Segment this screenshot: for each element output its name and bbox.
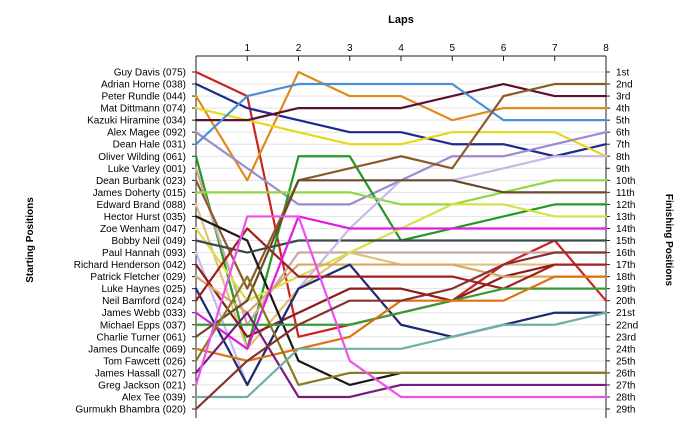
- driver-label: Peter Rundle (044): [102, 92, 187, 103]
- finish-position-label: 24th: [616, 344, 635, 355]
- finish-position-label: 7th: [616, 140, 630, 151]
- series-line: [194, 179, 608, 338]
- driver-label: Bobby Neil (049): [112, 236, 186, 247]
- series-line: [194, 179, 608, 206]
- series-line: [194, 107, 608, 158]
- series-line: [194, 287, 608, 326]
- series-line: [194, 82, 608, 146]
- driver-label: Dean Burbank (023): [96, 176, 186, 187]
- driver-label: Kazuki Hiramine (034): [87, 116, 186, 127]
- finish-position-label: 25th: [616, 356, 635, 367]
- chart-title: Laps: [388, 14, 414, 26]
- axes: [192, 55, 610, 418]
- x-tick-label: 5: [449, 43, 455, 54]
- series-line: [194, 82, 608, 290]
- driver-label: Hector Hurst (035): [104, 212, 186, 223]
- series-line: [194, 70, 608, 182]
- finish-position-label: 29th: [616, 405, 635, 416]
- finish-position-label: 11th: [616, 188, 635, 199]
- y-axis-label-left: Starting Positions: [25, 197, 36, 283]
- driver-label: Alex Magee (092): [107, 128, 186, 139]
- finish-position-label: 26th: [616, 368, 635, 379]
- finish-position-label: 3rd: [616, 92, 630, 103]
- driver-label: Neil Bamford (024): [102, 296, 186, 307]
- driver-label: James Doherty (015): [93, 188, 186, 199]
- driver-label: Paul Hannah (093): [102, 248, 186, 259]
- finish-position-label: 9th: [616, 164, 630, 175]
- finish-position-label: 18th: [616, 272, 635, 283]
- series-line: [194, 82, 608, 158]
- series-line: [194, 82, 608, 122]
- driver-label: Charlie Turner (061): [97, 332, 186, 343]
- driver-label: Oliver Wilding (061): [98, 152, 186, 163]
- labels: 1 2 3 4 5 6 7 8 Guy Davis (075)Adrian Horne (038…: [74, 43, 639, 416]
- series-line: [194, 311, 608, 399]
- series-line: [194, 227, 608, 302]
- series-line: [194, 239, 608, 254]
- finish-position-label: 17th: [616, 260, 635, 271]
- series-line: [194, 215, 608, 399]
- finish-position-label: 10th: [616, 176, 635, 187]
- finish-position-label: 2nd: [616, 80, 633, 91]
- driver-label: Dean Hale (031): [113, 140, 186, 151]
- finish-position-label: 19th: [616, 284, 635, 295]
- driver-label: Guy Davis (075): [114, 68, 186, 79]
- driver-label: Tom Fawcett (026): [103, 356, 186, 367]
- finish-position-label: 5th: [616, 116, 630, 127]
- x-tick-label: 7: [552, 43, 558, 54]
- finish-position-label: 1st: [616, 68, 630, 79]
- x-tick-label: 8: [603, 43, 609, 54]
- finish-position-label: 6th: [616, 128, 630, 139]
- finish-position-label: 8th: [616, 152, 630, 163]
- driver-label: Michael Epps (037): [100, 320, 186, 331]
- x-tick-label: 1: [244, 43, 250, 54]
- finish-position-label: 23rd: [616, 332, 636, 343]
- series-line: [194, 263, 608, 314]
- finish-position-label: 15th: [616, 236, 635, 247]
- finish-position-label: 13th: [616, 212, 635, 223]
- finish-position-label: 12th: [616, 200, 635, 211]
- driver-label: Gurmukh Bhambra (020): [75, 405, 186, 416]
- driver-label: Luke Haynes (025): [102, 284, 187, 295]
- x-tick-label: 4: [398, 43, 404, 54]
- series-line: [194, 311, 608, 399]
- finish-position-label: 14th: [616, 224, 635, 235]
- series-line: [194, 263, 608, 387]
- finish-position-label: 16th: [616, 248, 635, 259]
- finish-position-label: 21st: [616, 308, 635, 319]
- finish-position-label: 20th: [616, 296, 635, 307]
- series-line: [194, 215, 608, 350]
- finish-position-label: 28th: [616, 392, 635, 403]
- series-lines: [194, 70, 608, 411]
- finish-position-label: 4th: [616, 104, 630, 115]
- driver-label: Zoe Wenham (047): [100, 224, 186, 235]
- x-tick-label: 3: [347, 43, 353, 54]
- driver-label: James Hassall (027): [95, 368, 186, 379]
- series-line: [194, 263, 608, 338]
- driver-label: Richard Henderson (042): [74, 260, 186, 271]
- driver-label: James Duncalfe (069): [88, 344, 186, 355]
- driver-label: James Webb (033): [102, 308, 186, 319]
- x-tick-label: 2: [296, 43, 302, 54]
- driver-label: Adrian Horne (038): [101, 80, 186, 91]
- driver-label: Alex Tee (039): [122, 392, 186, 403]
- finish-position-label: 22nd: [616, 320, 638, 331]
- series-line: [194, 251, 608, 411]
- driver-label: Luke Varley (001): [108, 164, 186, 175]
- driver-label: Mat Dittmann (074): [100, 104, 186, 115]
- x-tick-label: 6: [501, 43, 507, 54]
- series-line: [194, 275, 608, 387]
- y-axis-label-right: Finishing Positions: [663, 194, 674, 287]
- series-line: [194, 167, 608, 326]
- driver-label: Edward Brand (088): [97, 200, 187, 211]
- driver-label: Greg Jackson (021): [98, 380, 186, 391]
- driver-label: Patrick Fletcher (029): [90, 272, 186, 283]
- finish-position-label: 27th: [616, 380, 635, 391]
